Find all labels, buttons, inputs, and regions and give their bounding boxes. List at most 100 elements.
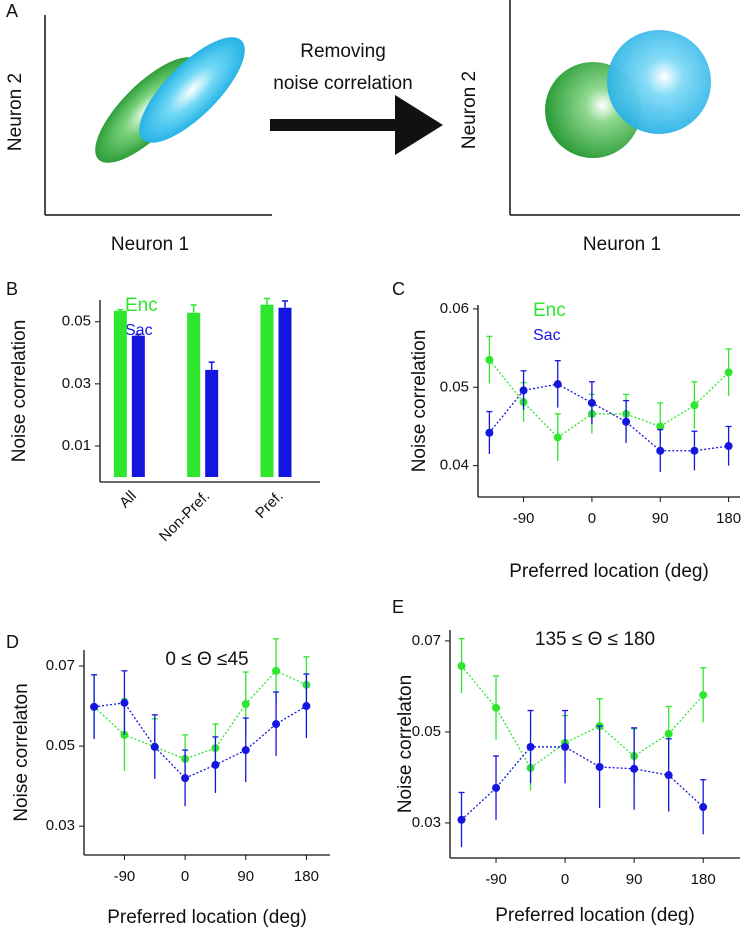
x-tick-label: 180 [294,868,319,885]
point [724,368,733,377]
series-line [461,746,704,821]
arrow-label: Removing [300,41,386,62]
point [656,446,665,455]
y-tick-label: 0.05 [62,313,91,330]
point [150,742,159,751]
y-tick-label: 0.05 [440,378,469,395]
y-tick-label: 0.03 [412,814,441,831]
x-tick-label: -90 [513,510,535,527]
point [595,762,604,771]
y-tick-label: 0.04 [440,457,469,474]
circle-blue [607,30,711,134]
y-label: Noise correlation [409,330,430,473]
panel-label: E [392,597,404,617]
annotation: 0 ≤ Θ ≤45 [165,649,248,670]
legend-entry: Enc [533,300,566,321]
bar [131,335,145,478]
point [485,428,494,437]
point [622,417,631,426]
y-label: Noise correlation [9,320,30,463]
x-label: Neuron 1 [583,234,661,255]
point [630,764,639,773]
panel-a: A Neuron 1 Neuron 2 Removing noise corre… [5,0,740,255]
legend-entry: Enc [125,295,158,316]
point [664,729,673,738]
x-label: Preferred location (deg) [509,561,709,582]
x-tick-label: Non-Pref. [156,488,213,545]
x-tick-label: -90 [485,871,507,888]
y-label: Neuron 2 [5,73,26,151]
annotation: 135 ≤ Θ ≤ 180 [535,629,655,650]
point [241,700,250,709]
x-label: Preferred location (deg) [495,905,695,926]
series-line [488,383,729,452]
x-tick-label: 180 [691,871,716,888]
point [587,398,596,407]
y-tick-label: 0.05 [46,737,75,754]
point [690,446,699,455]
bar [260,304,274,478]
x-tick-label: 180 [716,510,741,527]
point [553,380,562,389]
point [699,803,708,812]
point [457,661,466,670]
y-tick-label: 0.05 [412,723,441,740]
x-tick-label: Pref. [252,488,286,522]
x-tick-label: 0 [588,510,596,527]
point [724,442,733,451]
x-tick-label: 90 [652,510,669,527]
bar [278,307,292,478]
point [272,666,281,675]
point [302,702,311,711]
point [211,760,220,769]
panel-label: C [392,279,405,299]
x-tick-label: 90 [626,871,643,888]
x-tick-label: 0 [181,868,189,885]
y-tick-label: 0.03 [46,817,75,834]
point [272,720,281,729]
y-tick-label: 0.03 [62,375,91,392]
ellipse-blue [139,37,245,143]
point [241,746,250,755]
x-label: Neuron 1 [111,234,189,255]
series-line [93,670,307,760]
panel-label: D [6,632,19,652]
series-line [488,359,730,439]
series-line [94,702,307,779]
arrow-label: noise correlation [273,73,412,94]
point [553,433,562,442]
point [656,422,665,431]
x-tick-label: -90 [114,868,136,885]
y-label: Noise correlaton [11,683,32,821]
point [90,702,99,711]
point [492,703,501,712]
bar [113,310,127,478]
point [664,771,673,780]
y-tick-label: 0.07 [46,657,75,674]
x-tick-label: 0 [561,871,569,888]
point [457,815,466,824]
legend-entry: Sac [533,327,561,344]
legend-entry: Sac [125,322,153,339]
y-label: Noise correlaton [395,675,416,813]
y-tick-label: 0.01 [62,437,91,454]
point [699,691,708,700]
x-tick-label: All [116,488,140,512]
x-tick-label: 90 [237,868,254,885]
point [690,401,699,410]
point [526,742,535,751]
series-line [461,665,704,769]
y-tick-label: 0.06 [440,300,469,317]
y-label: Neuron 2 [459,71,480,149]
y-tick-label: 0.07 [412,632,441,649]
panel-label: B [6,279,18,299]
point [492,783,501,792]
arrow [270,95,443,155]
point [181,774,190,783]
point [561,742,570,751]
point [485,355,494,364]
bar [187,312,201,478]
panel-label: A [6,1,18,21]
bar [205,369,219,478]
